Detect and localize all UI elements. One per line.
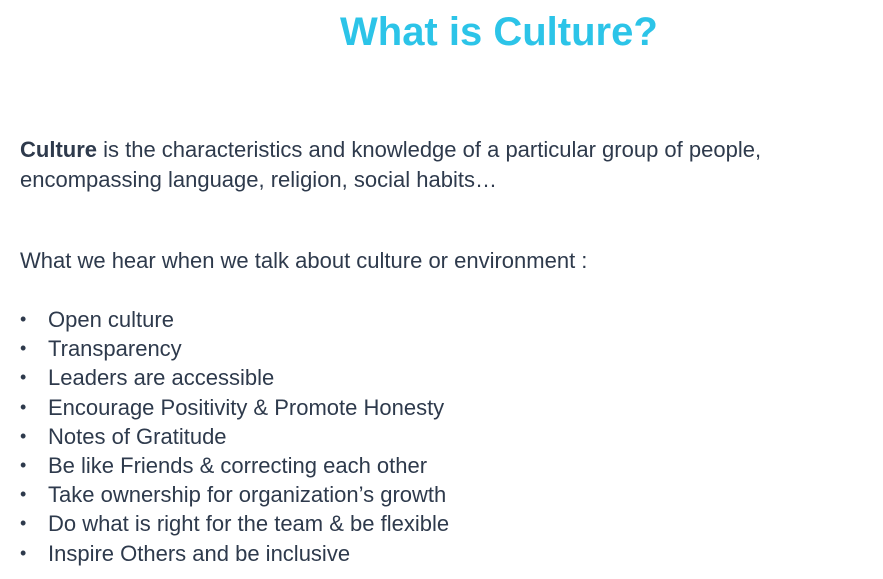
list-item-text: Inspire Others and be inclusive	[48, 540, 351, 566]
list-item: • Encourage Positivity & Promote Honesty	[20, 393, 449, 422]
list-item-text: Leaders are accessible	[48, 365, 275, 391]
list-item: • Do what is right for the team & be flex…	[20, 509, 449, 538]
definition-term: Culture	[20, 137, 97, 162]
definition-line-1: Culture is the characteristics and knowl…	[20, 135, 883, 165]
list-item: • Notes of Gratitude	[20, 422, 449, 451]
list-item-text: Do what is right for the team & be flexi…	[48, 511, 450, 537]
bullet-icon: •	[20, 484, 27, 505]
list-item-text: Encourage Positivity & Promote Honesty	[48, 394, 445, 420]
culture-definition: Culture is the characteristics and knowl…	[20, 135, 883, 195]
bullet-icon: •	[20, 367, 27, 388]
slide-title: What is Culture?	[340, 10, 658, 54]
list-item-text: Notes of Gratitude	[48, 423, 227, 449]
bullet-icon: •	[20, 425, 27, 446]
bullet-icon: •	[20, 542, 27, 563]
list-item: • Leaders are accessible	[20, 363, 449, 392]
list-item-text: Be like Friends & correcting each other	[48, 452, 428, 478]
list-item-text: Open culture	[48, 307, 174, 332]
list-item: • Inspire Others and be inclusive	[20, 539, 449, 568]
list-item: • Be like Friends & correcting each other	[20, 451, 449, 480]
list-item: • Take ownership for organization’s growt…	[20, 480, 449, 509]
list-item: • Transparency	[20, 334, 449, 363]
bullet-list: • Open culture • Transparency • Leaders are…	[20, 305, 449, 568]
bullet-icon: •	[20, 396, 27, 417]
bullet-icon: •	[20, 454, 27, 475]
bullet-icon: •	[20, 309, 27, 329]
definition-line-1-text: is the characteristics and knowledge of …	[97, 137, 762, 162]
list-item: • Open culture	[20, 305, 449, 334]
list-item-text: Take ownership for organization’s growth	[48, 482, 447, 508]
list-item-text: Transparency	[48, 336, 182, 362]
intro-text: What we hear when we talk about culture …	[20, 248, 588, 273]
definition-line-2: encompassing language, religion, social …	[20, 167, 497, 192]
bullet-icon: •	[20, 513, 27, 534]
bullet-icon: •	[20, 338, 27, 359]
